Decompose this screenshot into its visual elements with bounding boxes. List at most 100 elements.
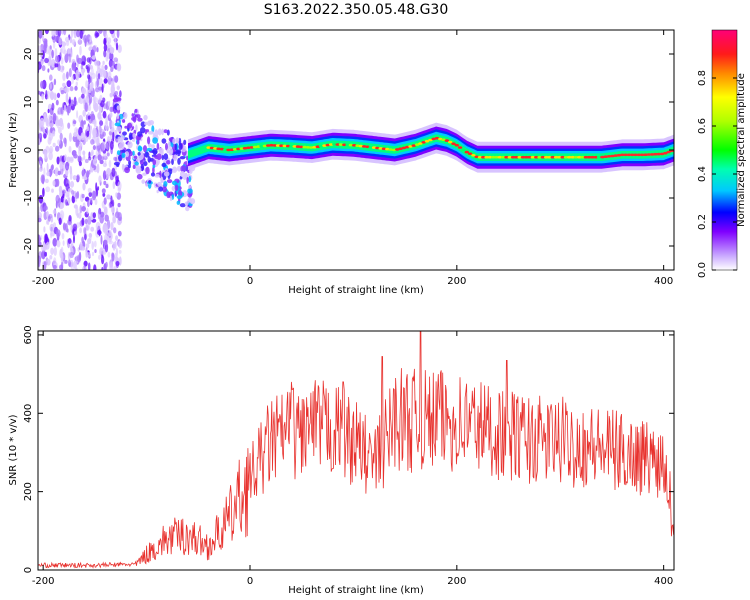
tick-label: 0.0	[697, 262, 708, 278]
ridge-point	[451, 142, 456, 145]
transition-blob	[174, 184, 179, 191]
ridge-point	[206, 146, 211, 149]
noise-blob	[94, 249, 97, 253]
snr-y-axis-label: SNR (10 * v/v)	[8, 414, 19, 485]
transition-blob	[179, 203, 186, 208]
noise-blob	[101, 188, 106, 194]
noise-blob	[38, 133, 41, 139]
noise-blob	[69, 170, 73, 181]
ridge-point	[444, 139, 450, 142]
ridge-point	[325, 143, 330, 147]
transition-blob	[187, 188, 193, 194]
noise-blob	[83, 154, 86, 161]
transition-blob	[124, 125, 128, 129]
ridge-point	[318, 144, 324, 148]
noise-blob	[65, 170, 68, 176]
noise-blob	[65, 87, 70, 93]
transition-blob	[167, 168, 173, 172]
noise-blob	[45, 90, 48, 98]
ridge-point	[653, 152, 658, 156]
noise-blob	[82, 266, 85, 270]
noise-blob	[68, 99, 71, 104]
transition-blob	[124, 166, 130, 174]
transition-blob	[152, 159, 157, 166]
transition-blob	[156, 189, 159, 194]
ridge-point	[338, 143, 344, 146]
transition-blob	[188, 185, 192, 189]
noise-blob	[115, 175, 119, 183]
spectrogram-panel: -200 0 200 400 -20 -10 0 10 20 Height of straig…	[8, 29, 675, 296]
ridge-point	[375, 146, 380, 150]
noise-blob	[51, 49, 54, 59]
transition-blob	[116, 112, 120, 120]
transition-blob	[163, 129, 168, 134]
noise-blob	[100, 235, 103, 245]
noise-blob	[103, 40, 107, 45]
ridge-point	[328, 143, 334, 146]
noise-blob	[87, 199, 90, 208]
ridge-point	[514, 155, 519, 159]
noise-blob	[116, 85, 121, 91]
noise-blob	[78, 161, 82, 167]
ridge-point	[448, 140, 453, 144]
spectrogram-x-axis-label: Height of straight line (km)	[288, 285, 424, 296]
noise-blob	[115, 192, 118, 198]
noise-blob	[77, 39, 83, 45]
noise-blob	[52, 180, 56, 187]
ridge-point	[352, 144, 357, 147]
noise-blob	[86, 170, 90, 179]
noise-blob	[55, 55, 60, 63]
noise-blob	[104, 206, 108, 215]
ridge-point	[315, 145, 320, 148]
noise-blob	[100, 68, 104, 78]
transition-blob	[152, 166, 155, 174]
ridge-point	[580, 155, 585, 159]
transition-blob	[163, 181, 168, 187]
noise-blob	[91, 241, 94, 250]
noise-blob	[70, 99, 74, 107]
noise-blob	[96, 78, 99, 88]
ridge-point	[484, 155, 489, 159]
colorbar: 0.0 0.2 0.4 0.6 0.8 Normalized spectral ampl…	[697, 29, 747, 278]
noise-blob	[110, 195, 113, 205]
noise-blob	[104, 214, 109, 222]
noise-blob	[114, 75, 119, 83]
noise-blob	[52, 142, 56, 148]
noise-blob	[39, 167, 43, 172]
ridge-point	[510, 155, 516, 159]
noise-blob	[102, 131, 106, 137]
noise-blob	[93, 240, 97, 248]
ridge-point	[616, 153, 622, 157]
ridge-point	[348, 143, 354, 147]
noise-blob	[96, 60, 100, 70]
transition-blob	[152, 137, 159, 144]
noise-blob	[92, 45, 97, 53]
noise-blob	[59, 132, 63, 141]
tick-label: 200	[447, 576, 466, 587]
ridge-point	[256, 145, 261, 148]
ridge-point	[467, 152, 473, 155]
noise-blob	[78, 212, 82, 219]
ridge-point	[259, 145, 264, 148]
ridge-point	[428, 138, 433, 142]
noise-blob	[71, 74, 74, 85]
noise-blob	[94, 155, 97, 162]
noise-blob	[97, 98, 102, 104]
ridge-point	[246, 146, 251, 150]
ridge-point	[457, 146, 463, 149]
transition-blob	[118, 142, 125, 151]
ridge-point	[544, 155, 549, 159]
transition-blob	[122, 119, 126, 123]
noise-blob	[101, 156, 105, 161]
noise-blob	[109, 140, 114, 150]
transition-blob	[176, 165, 182, 172]
transition-blob	[139, 159, 144, 166]
noise-blob	[70, 30, 74, 38]
transition-blob	[171, 180, 177, 186]
transition-blob	[132, 164, 136, 169]
ridge-point	[623, 153, 628, 157]
transition-blob	[167, 145, 172, 150]
noise-blob	[112, 131, 115, 142]
noise-blob	[85, 223, 90, 231]
noise-blob	[86, 66, 90, 74]
